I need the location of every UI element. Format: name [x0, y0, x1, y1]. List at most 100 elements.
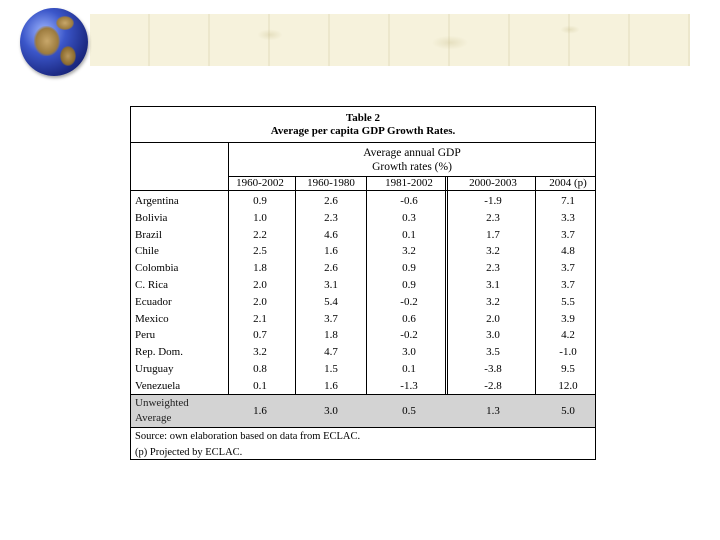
- table-cell: 5.5: [561, 295, 575, 308]
- table-row: Chile 2.5 1.6 3.2 3.2 4.8: [131, 243, 595, 260]
- table-cell: 0.9: [402, 279, 416, 291]
- country-name: Chile: [135, 245, 159, 258]
- average-cell: 1.3: [486, 405, 500, 417]
- table-cell: 3.2: [253, 346, 267, 359]
- table-row: Peru 0.7 1.8 -0.2 3.0 4.2: [131, 327, 595, 344]
- table-cell: 2.6: [324, 262, 338, 275]
- table-cell: 0.7: [253, 329, 267, 342]
- table-cell: 3.0: [402, 346, 416, 359]
- table-cell: 3.1: [486, 279, 500, 291]
- table-cell: 4.7: [324, 346, 338, 359]
- table-cell: 3.2: [486, 295, 500, 308]
- average-row-label: Unweighted Average: [135, 397, 189, 424]
- average-cell: 0.5: [402, 405, 416, 417]
- table-cell: 2.3: [324, 211, 338, 224]
- table-group-header: Average annual GDP Growth rates (%): [131, 143, 595, 177]
- table-cell: -0.6: [400, 195, 418, 207]
- country-name: Rep. Dom.: [135, 346, 183, 359]
- table-cell: 3.3: [561, 211, 575, 224]
- column-divider: [366, 177, 367, 394]
- table-cell: 3.0: [486, 329, 500, 342]
- table-cell: 3.1: [324, 279, 338, 291]
- table-cell: 0.9: [402, 262, 416, 275]
- table-cell: -1.3: [400, 379, 418, 392]
- country-name: Colombia: [135, 262, 179, 275]
- country-name: Venezuela: [135, 379, 181, 392]
- column-divider: [445, 177, 448, 428]
- table-cell: 4.2: [561, 329, 575, 342]
- column-divider: [295, 177, 296, 394]
- table-row: Rep. Dom. 3.2 4.7 3.0 3.5 -1.0: [131, 344, 595, 361]
- country-name: Argentina: [135, 195, 179, 207]
- table-cell: 1.7: [486, 228, 500, 241]
- table-cell: 2.1: [253, 312, 267, 325]
- table-cell: -0.2: [400, 295, 418, 308]
- column-header: 2000-2003: [469, 177, 517, 189]
- country-name: Mexico: [135, 312, 169, 325]
- column-header: 2004 (p): [549, 177, 587, 189]
- table-cell: -2.8: [484, 379, 502, 392]
- group-header-line2: Growth rates (%): [372, 161, 452, 173]
- group-header-line1: Average annual GDP: [363, 147, 461, 159]
- table-cell: 2.5: [253, 245, 267, 258]
- table-cell: 1.6: [324, 379, 338, 392]
- gdp-table: Table 2 Average per capita GDP Growth Ra…: [130, 106, 596, 460]
- column-header: 1960-1980: [307, 177, 355, 189]
- column-divider: [228, 143, 229, 394]
- table-cell: 3.7: [324, 312, 338, 325]
- table-cell: 1.5: [324, 363, 338, 375]
- table-cell: -1.9: [484, 195, 502, 207]
- globe-icon: [20, 8, 88, 76]
- table-cell: 0.1: [253, 379, 267, 392]
- column-header: 1960-2002: [236, 177, 284, 189]
- table-row: C. Rica 2.0 3.1 0.9 3.1 3.7: [131, 277, 595, 294]
- table-cell: -0.2: [400, 329, 418, 342]
- average-cell: 1.6: [253, 405, 267, 417]
- table-cell: 2.0: [486, 312, 500, 325]
- table-cell: 1.6: [324, 245, 338, 258]
- group-header: Average annual GDP Growth rates (%): [228, 143, 595, 177]
- table-cell: 2.0: [253, 295, 267, 308]
- table-cell: 2.3: [486, 262, 500, 275]
- table-cell: 2.2: [253, 228, 267, 241]
- table-row: Mexico 2.1 3.7 0.6 2.0 3.9: [131, 311, 595, 328]
- table-cell: 5.4: [324, 295, 338, 308]
- table-cell: 1.0: [253, 211, 267, 224]
- table-cell: 0.8: [253, 363, 267, 375]
- country-name: Bolivia: [135, 211, 168, 224]
- table-cell: 2.3: [486, 211, 500, 224]
- table-cell: 3.7: [561, 262, 575, 275]
- column-header: 1981-2002: [385, 177, 433, 189]
- country-name: Ecuador: [135, 295, 172, 308]
- table-cell: 1.8: [253, 262, 267, 275]
- table-cell: 9.5: [561, 363, 575, 375]
- table-cell: 0.3: [402, 211, 416, 224]
- table-cell: 12.0: [558, 379, 578, 392]
- table-row: Uruguay 0.8 1.5 0.1 -3.8 9.5: [131, 361, 595, 378]
- table-row: Argentina 0.9 2.6 -0.6 -1.9 7.1: [131, 193, 595, 210]
- country-name: Uruguay: [135, 363, 174, 375]
- table-row: Brazil 2.2 4.6 0.1 1.7 3.7: [131, 227, 595, 244]
- table-cell: 0.9: [253, 195, 267, 207]
- average-cell: 3.0: [324, 405, 338, 417]
- table-cell: 0.6: [402, 312, 416, 325]
- table-cell: 3.5: [486, 346, 500, 359]
- table-row: Ecuador 2.0 5.4 -0.2 3.2 5.5: [131, 294, 595, 311]
- table-row: Venezuela 0.1 1.6 -1.3 -2.8 12.0: [131, 378, 595, 395]
- source-note: Source: own elaboration based on data fr…: [135, 431, 361, 442]
- table-row: Colombia 1.8 2.6 0.9 2.3 3.7: [131, 260, 595, 277]
- table-cell: 3.2: [486, 245, 500, 258]
- projection-note: (p) Projected by ECLAC.: [135, 447, 243, 458]
- table-cell: 3.7: [561, 228, 575, 241]
- table-row: Bolivia 1.0 2.3 0.3 2.3 3.3: [131, 210, 595, 227]
- column-divider: [535, 177, 536, 394]
- table-cell: -1.0: [559, 346, 577, 359]
- header-banner: [0, 0, 720, 80]
- average-row: Unweighted Average 1.6 3.0 0.5 1.3 5.0: [131, 394, 595, 428]
- table-cell: 3.9: [561, 312, 575, 325]
- country-name: C. Rica: [135, 279, 168, 291]
- table-title-block: Table 2 Average per capita GDP Growth Ra…: [131, 107, 595, 143]
- table-cell: 4.6: [324, 228, 338, 241]
- country-name: Peru: [135, 329, 156, 342]
- table-cell: 3.7: [561, 279, 575, 291]
